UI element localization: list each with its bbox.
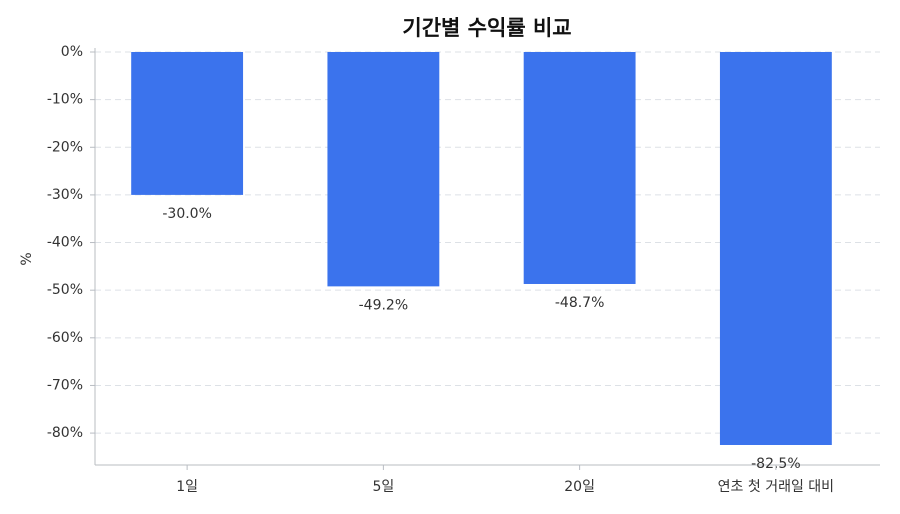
chart-title: 기간별 수익률 비교 — [402, 16, 571, 40]
y-axis-label: % — [19, 252, 35, 265]
bar — [327, 52, 440, 287]
y-tick-label: -60% — [47, 330, 83, 346]
y-tick-label: -70% — [47, 377, 83, 393]
y-tick-label: -10% — [47, 92, 83, 108]
value-label: -30.0% — [162, 206, 212, 222]
y-tick-label: -50% — [47, 282, 83, 298]
value-label: -48.7% — [555, 295, 605, 311]
y-tick-label: -40% — [47, 235, 83, 251]
x-tick-label: 1일 — [176, 479, 198, 495]
value-label: -49.2% — [359, 297, 409, 313]
y-tick-label: -30% — [47, 187, 83, 203]
x-tick-label: 20일 — [564, 479, 595, 495]
x-tick-label: 5일 — [372, 479, 394, 495]
bar — [523, 52, 636, 284]
y-tick-label: 0% — [61, 44, 83, 60]
y-tick-label: -80% — [47, 425, 83, 441]
y-tick-label: -20% — [47, 139, 83, 155]
bar — [131, 52, 244, 195]
x-tick-label: 연초 첫 거래일 대비 — [718, 479, 834, 495]
value-label: -82.5% — [751, 456, 801, 472]
bar — [719, 52, 832, 445]
